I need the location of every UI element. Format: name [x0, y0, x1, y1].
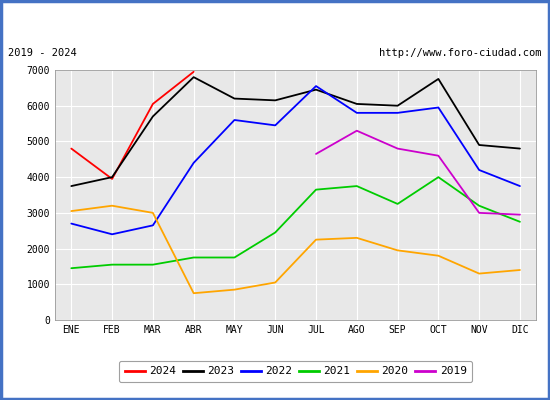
- Line: 2024: 2024: [72, 72, 194, 179]
- 2020: [109, 203, 116, 208]
- 2024: [190, 69, 197, 74]
- 2020: [272, 280, 278, 285]
- 2019: [313, 152, 320, 156]
- 2021: [516, 219, 523, 224]
- 2024: [109, 176, 116, 181]
- 2022: [150, 223, 156, 228]
- 2021: [354, 184, 360, 188]
- 2020: [476, 271, 482, 276]
- Text: Evolucion Nº Turistas Extranjeros en el municipio de Viladecans: Evolucion Nº Turistas Extranjeros en el …: [35, 14, 515, 28]
- Legend: 2024, 2023, 2022, 2021, 2020, 2019: 2024, 2023, 2022, 2021, 2020, 2019: [119, 361, 472, 382]
- 2022: [68, 221, 75, 226]
- Line: 2019: 2019: [316, 131, 520, 215]
- 2021: [231, 255, 238, 260]
- 2022: [516, 184, 523, 188]
- 2021: [68, 266, 75, 271]
- 2023: [109, 175, 116, 180]
- 2020: [150, 210, 156, 215]
- 2023: [150, 114, 156, 119]
- 2021: [394, 202, 401, 206]
- 2019: [516, 212, 523, 217]
- Line: 2020: 2020: [72, 206, 520, 293]
- 2020: [516, 268, 523, 272]
- 2021: [109, 262, 116, 267]
- 2023: [516, 146, 523, 151]
- 2022: [231, 118, 238, 122]
- 2023: [313, 87, 320, 92]
- 2024: [150, 102, 156, 106]
- 2022: [313, 84, 320, 88]
- 2022: [435, 105, 442, 110]
- Line: 2021: 2021: [72, 177, 520, 268]
- 2021: [313, 187, 320, 192]
- 2019: [354, 128, 360, 133]
- 2021: [190, 255, 197, 260]
- 2023: [354, 102, 360, 106]
- Line: 2023: 2023: [72, 77, 520, 186]
- 2022: [109, 232, 116, 237]
- 2022: [476, 168, 482, 172]
- 2019: [435, 153, 442, 158]
- 2019: [476, 210, 482, 215]
- 2021: [476, 203, 482, 208]
- 2023: [476, 142, 482, 147]
- 2023: [190, 75, 197, 80]
- 2020: [435, 253, 442, 258]
- 2022: [190, 160, 197, 165]
- 2020: [190, 291, 197, 296]
- Text: http://www.foro-ciudad.com: http://www.foro-ciudad.com: [379, 48, 542, 58]
- 2020: [394, 248, 401, 253]
- 2022: [272, 123, 278, 128]
- 2019: [394, 146, 401, 151]
- 2020: [354, 236, 360, 240]
- 2021: [150, 262, 156, 267]
- 2023: [272, 98, 278, 103]
- 2020: [231, 287, 238, 292]
- 2020: [68, 209, 75, 214]
- 2024: [68, 146, 75, 151]
- Line: 2022: 2022: [72, 86, 520, 234]
- 2020: [313, 237, 320, 242]
- 2021: [435, 175, 442, 180]
- 2023: [68, 184, 75, 188]
- Text: 2019 - 2024: 2019 - 2024: [8, 48, 77, 58]
- 2023: [394, 103, 401, 108]
- 2023: [435, 76, 442, 81]
- 2021: [272, 230, 278, 235]
- 2022: [394, 110, 401, 115]
- 2023: [231, 96, 238, 101]
- 2022: [354, 110, 360, 115]
